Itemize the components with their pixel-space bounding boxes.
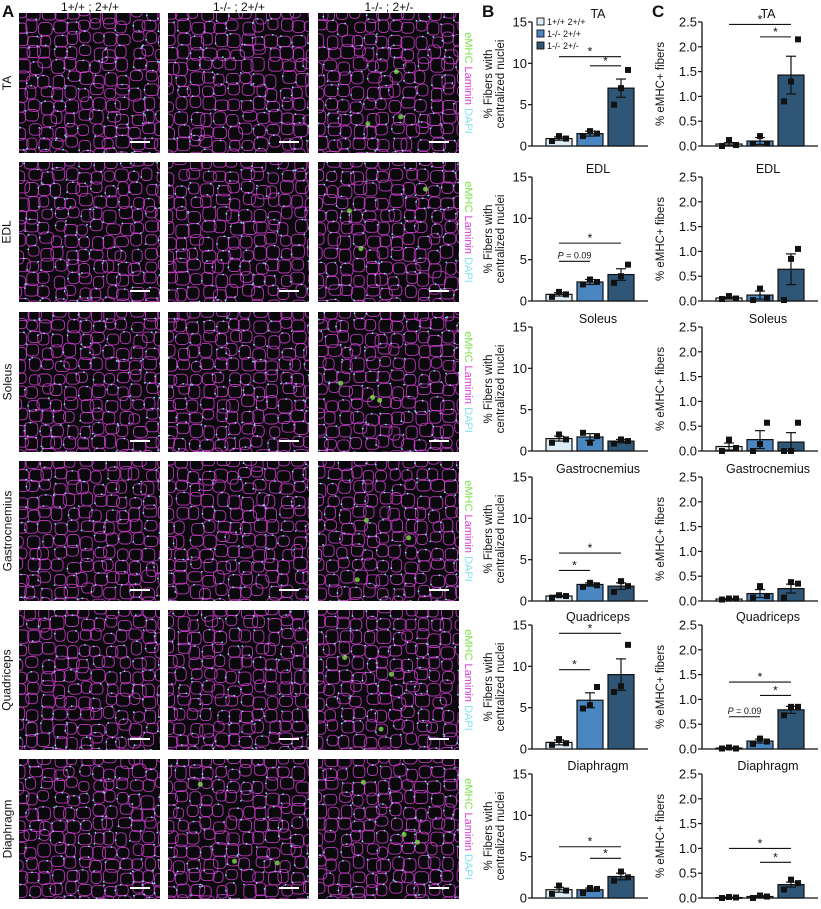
muscle-label-text: TA: [0, 76, 14, 90]
micrograph-image: [318, 461, 459, 601]
micrograph-image: [19, 13, 160, 153]
scale-bar: [429, 440, 449, 442]
muscle-row-label: Quadriceps: [0, 610, 14, 750]
scale-bar: [279, 290, 299, 292]
dapi-label: DAPI: [462, 108, 474, 134]
muscle-label-text: Soleus: [0, 364, 14, 401]
dapi-label: DAPI: [462, 854, 474, 880]
emhc-label: eMHC: [462, 32, 474, 63]
dapi-label: DAPI: [462, 257, 474, 283]
emhc-label: eMHC: [462, 778, 474, 809]
micrograph-image: [318, 13, 459, 153]
laminin-label: Laminin: [462, 365, 474, 404]
genotype-header-ko1: 1-/- ; 2+/+: [168, 0, 310, 14]
stain-legend-label: eMHC Laminin DAPI: [461, 759, 475, 899]
micrograph-image: [318, 162, 459, 302]
dapi-label: DAPI: [462, 407, 474, 433]
micrograph-image: [168, 610, 309, 750]
laminin-label: Laminin: [462, 514, 474, 553]
scale-bar: [130, 290, 150, 292]
micrograph-image: [19, 312, 160, 452]
muscle-row-label: EDL: [0, 162, 14, 302]
scale-bar: [429, 738, 449, 740]
micrograph-image: [19, 461, 160, 601]
emhc-label: eMHC: [462, 181, 474, 212]
muscle-label-text: Quadriceps: [0, 649, 14, 710]
stain-legend-label: eMHC Laminin DAPI: [461, 13, 475, 153]
stain-legend-label: eMHC Laminin DAPI: [461, 461, 475, 601]
dapi-label: DAPI: [462, 705, 474, 731]
dapi-label: DAPI: [462, 556, 474, 582]
muscle-row-label: Soleus: [0, 312, 14, 452]
scale-bar: [429, 887, 449, 889]
scale-bar: [279, 738, 299, 740]
micrograph-image: [168, 759, 309, 899]
micrograph-image: [318, 759, 459, 899]
laminin-label: Laminin: [462, 663, 474, 702]
laminin-label: Laminin: [462, 215, 474, 254]
laminin-label: Laminin: [462, 66, 474, 105]
micrograph-image: [19, 759, 160, 899]
scale-bar: [429, 141, 449, 143]
scale-bar: [429, 290, 449, 292]
muscle-label-text: EDL: [0, 220, 14, 243]
micrograph-image: [168, 312, 309, 452]
micrograph-image: [318, 610, 459, 750]
scale-bar: [130, 589, 150, 591]
emhc-label: eMHC: [462, 480, 474, 511]
micrograph-image: [19, 162, 160, 302]
micrograph-image: [168, 13, 309, 153]
emhc-label: eMHC: [462, 629, 474, 660]
scale-bar: [130, 440, 150, 442]
micrograph-image: [19, 610, 160, 750]
scale-bar: [279, 440, 299, 442]
scale-bar: [279, 141, 299, 143]
muscle-row-label: Diaphragm: [0, 759, 14, 899]
micrograph-image: [168, 461, 309, 601]
micrograph-image: [168, 162, 309, 302]
emhc-label: eMHC: [462, 331, 474, 362]
muscle-row-label: Gastrocnemius: [0, 461, 14, 601]
genotype-header-ko1-het2: 1-/- ; 2+/-: [318, 0, 460, 14]
stain-legend-label: eMHC Laminin DAPI: [461, 162, 475, 302]
stain-legend-label: eMHC Laminin DAPI: [461, 312, 475, 452]
scale-bar: [279, 887, 299, 889]
stain-legend-label: eMHC Laminin DAPI: [461, 610, 475, 750]
genotype-header-wt: 1+/+ ; 2+/+: [19, 0, 161, 14]
scale-bar: [279, 589, 299, 591]
scale-bar: [429, 589, 449, 591]
scale-bar: [130, 738, 150, 740]
muscle-row-label: TA: [0, 13, 14, 153]
micrograph-image: [318, 312, 459, 452]
muscle-label-text: Diaphragm: [0, 800, 14, 859]
scale-bar: [130, 887, 150, 889]
muscle-label-text: Gastrocnemius: [0, 491, 14, 572]
scale-bar: [130, 141, 150, 143]
laminin-label: Laminin: [462, 812, 474, 851]
